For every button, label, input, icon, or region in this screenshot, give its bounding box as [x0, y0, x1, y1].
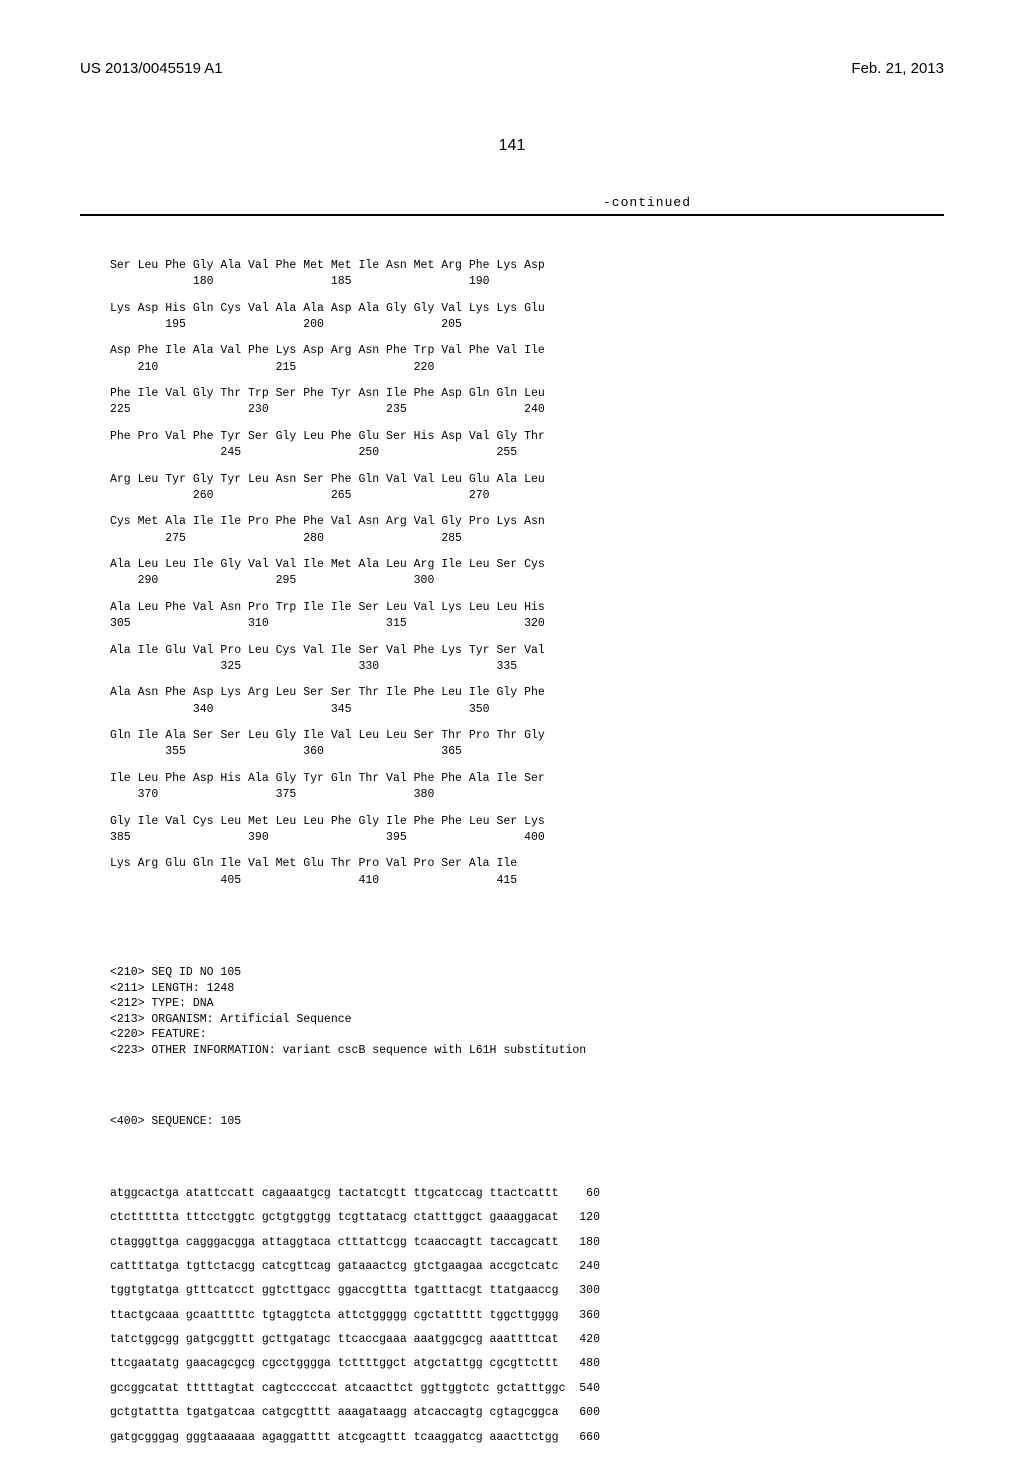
protein-aa-row: Gln Ile Ala Ser Ser Leu Gly Ile Val Leu …	[110, 729, 944, 743]
dna-row: tatctggcgg gatgcggttt gcttgatagc ttcaccg…	[110, 1333, 944, 1347]
protein-aa-row: Asp Phe Ile Ala Val Phe Lys Asp Arg Asn …	[110, 344, 944, 358]
continued-label: -continued	[80, 195, 944, 210]
protein-position-row: 245 250 255	[110, 446, 944, 460]
protein-aa-row: Arg Leu Tyr Gly Tyr Leu Asn Ser Phe Gln …	[110, 473, 944, 487]
dna-row: tggtgtatga gtttcatcct ggtcttgacc ggaccgt…	[110, 1284, 944, 1298]
dna-row: cattttatga tgttctacgg catcgttcag gataaac…	[110, 1260, 944, 1274]
dna-sequence-block: atggcactga atattccatt cagaaatgcg tactatc…	[110, 1187, 944, 1445]
protein-sequence-block: Ser Leu Phe Gly Ala Val Phe Met Met Ile …	[110, 259, 944, 888]
patent-page: US 2013/0045519 A1 Feb. 21, 2013 141 -co…	[0, 0, 1024, 1320]
protein-aa-row: Gly Ile Val Cys Leu Met Leu Leu Phe Gly …	[110, 815, 944, 829]
protein-aa-row: Ala Leu Leu Ile Gly Val Val Ile Met Ala …	[110, 558, 944, 572]
page-number: 141	[80, 137, 944, 155]
protein-aa-row: Phe Pro Val Phe Tyr Ser Gly Leu Phe Glu …	[110, 430, 944, 444]
publication-number: US 2013/0045519 A1	[80, 60, 223, 77]
protein-aa-row: Ile Leu Phe Asp His Ala Gly Tyr Gln Thr …	[110, 772, 944, 786]
dna-row: ctagggttga cagggacgga attaggtaca ctttatt…	[110, 1236, 944, 1250]
dna-row: gccggcatat tttttagtat cagtcccccat atcaac…	[110, 1382, 944, 1396]
horizontal-rule	[80, 214, 944, 216]
protein-position-row: 275 280 285	[110, 532, 944, 546]
dna-row: ttactgcaaa gcaatttttc tgtaggtcta attctgg…	[110, 1309, 944, 1323]
protein-aa-row: Ala Ile Glu Val Pro Leu Cys Val Ile Ser …	[110, 644, 944, 658]
protein-position-row: 210 215 220	[110, 361, 944, 375]
protein-position-row: 195 200 205	[110, 318, 944, 332]
protein-aa-row: Ser Leu Phe Gly Ala Val Phe Met Met Ile …	[110, 259, 944, 273]
protein-position-row: 355 360 365	[110, 745, 944, 759]
protein-position-row: 305 310 315 320	[110, 617, 944, 631]
protein-position-row: 385 390 395 400	[110, 831, 944, 845]
dna-row: atggcactga atattccatt cagaaatgcg tactatc…	[110, 1187, 944, 1201]
dna-row: gctgtattta tgatgatcaa catgcgtttt aaagata…	[110, 1406, 944, 1420]
protein-position-row: 325 330 335	[110, 660, 944, 674]
protein-aa-row: Cys Met Ala Ile Ile Pro Phe Phe Val Asn …	[110, 515, 944, 529]
protein-aa-row: Phe Ile Val Gly Thr Trp Ser Phe Tyr Asn …	[110, 387, 944, 401]
sequence-metadata: <210> SEQ ID NO 105 <211> LENGTH: 1248 <…	[110, 965, 944, 1058]
protein-position-row: 225 230 235 240	[110, 403, 944, 417]
publication-date: Feb. 21, 2013	[851, 60, 944, 77]
sequence-400-line: <400> SEQUENCE: 105	[110, 1115, 944, 1129]
protein-aa-row: Ala Asn Phe Asp Lys Arg Leu Ser Ser Thr …	[110, 686, 944, 700]
sequence-listing: Ser Leu Phe Gly Ala Val Phe Met Met Ile …	[110, 230, 944, 1484]
protein-position-row: 260 265 270	[110, 489, 944, 503]
protein-position-row: 405 410 415	[110, 874, 944, 888]
protein-aa-row: Lys Asp His Gln Cys Val Ala Ala Asp Ala …	[110, 302, 944, 316]
protein-position-row: 180 185 190	[110, 275, 944, 289]
protein-position-row: 370 375 380	[110, 788, 944, 802]
page-header: US 2013/0045519 A1 Feb. 21, 2013	[80, 60, 944, 77]
protein-aa-row: Ala Leu Phe Val Asn Pro Trp Ile Ile Ser …	[110, 601, 944, 615]
dna-row: ttcgaatatg gaacagcgcg cgcctgggga tcttttg…	[110, 1357, 944, 1371]
protein-position-row: 340 345 350	[110, 703, 944, 717]
dna-row: gatgcgggag gggtaaaaaa agaggatttt atcgcag…	[110, 1431, 944, 1445]
dna-row: ctctttttta tttcctggtc gctgtggtgg tcgttat…	[110, 1211, 944, 1225]
protein-position-row: 290 295 300	[110, 574, 944, 588]
protein-aa-row: Lys Arg Glu Gln Ile Val Met Glu Thr Pro …	[110, 857, 944, 871]
